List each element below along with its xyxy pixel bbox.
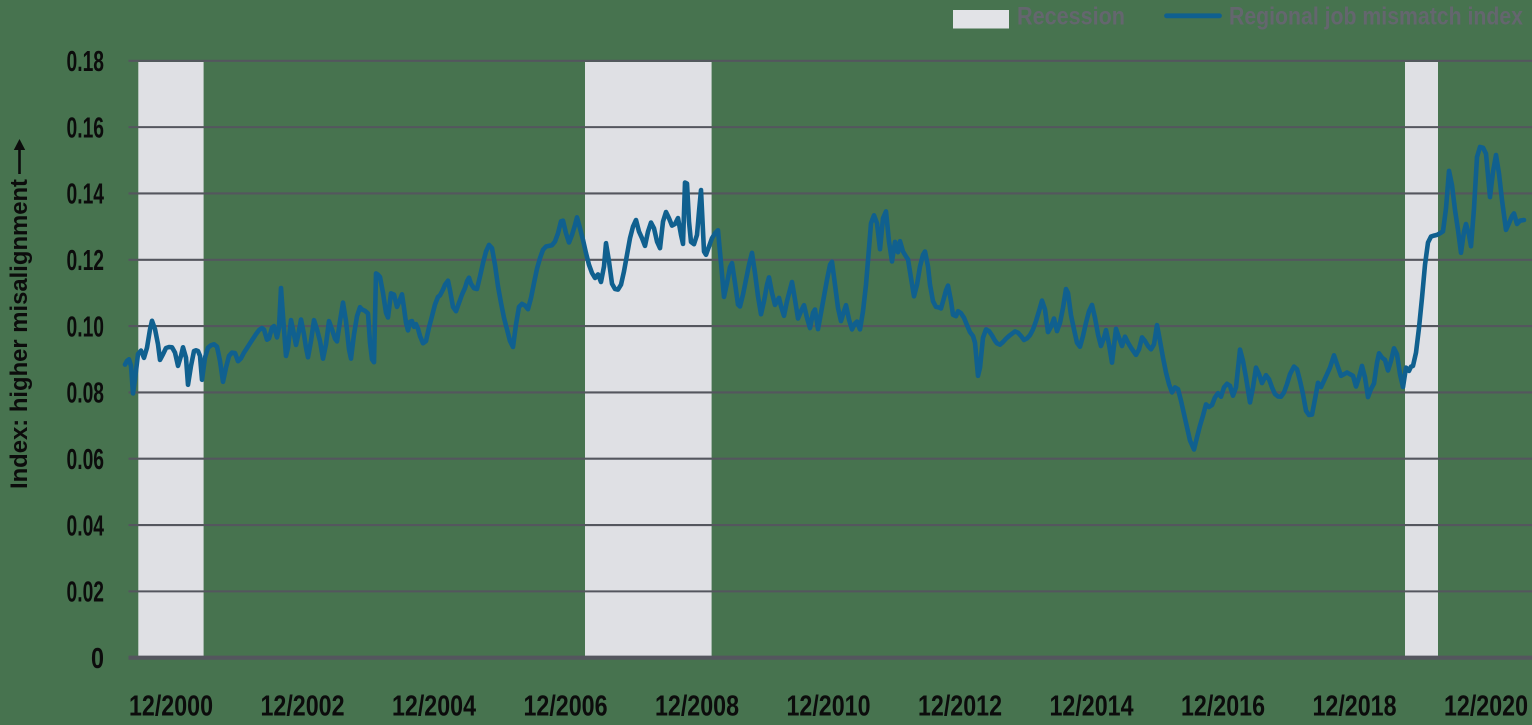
svg-text:0.10: 0.10 (67, 311, 105, 343)
svg-text:12/2006: 12/2006 (524, 691, 608, 720)
svg-text:12/2004: 12/2004 (392, 691, 476, 720)
svg-text:0.08: 0.08 (67, 378, 105, 410)
svg-text:12/2000: 12/2000 (129, 691, 213, 720)
svg-text:12/2016: 12/2016 (1181, 691, 1265, 720)
svg-text:Regional job mismatch index: Regional job mismatch index (1229, 3, 1523, 31)
svg-text:12/2010: 12/2010 (787, 691, 871, 720)
svg-text:0.12: 0.12 (67, 245, 105, 277)
svg-text:12/2008: 12/2008 (655, 691, 739, 720)
svg-text:0.06: 0.06 (67, 444, 105, 476)
svg-text:0.14: 0.14 (67, 179, 105, 211)
svg-text:Recession: Recession (1017, 3, 1125, 31)
svg-text:0.16: 0.16 (67, 112, 105, 144)
svg-text:12/2014: 12/2014 (1050, 691, 1134, 720)
svg-text:12/2002: 12/2002 (261, 691, 345, 720)
svg-text:0: 0 (91, 643, 104, 675)
svg-text:0.04: 0.04 (67, 510, 105, 542)
svg-text:Index: higher misalignment: Index: higher misalignment (6, 179, 33, 489)
svg-text:0.18: 0.18 (67, 46, 105, 78)
svg-text:0.02: 0.02 (67, 577, 105, 609)
svg-text:12/2012: 12/2012 (918, 691, 1002, 720)
svg-text:12/2018: 12/2018 (1313, 691, 1397, 720)
svg-text:12/2020: 12/2020 (1444, 691, 1528, 720)
